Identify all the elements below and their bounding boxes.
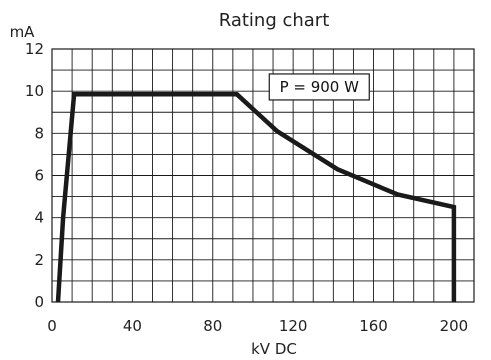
- power-annotation-text: P = 900 W: [280, 78, 360, 96]
- x-tick-label: 40: [123, 317, 142, 335]
- y-tick-label: 4: [34, 209, 44, 227]
- y-axis-label: mA: [10, 23, 36, 41]
- y-tick-label: 8: [34, 124, 44, 142]
- y-tick-label: 6: [34, 167, 44, 185]
- power-annotation: P = 900 W: [268, 73, 370, 101]
- y-tick-labels: 0 2 4 6 8 10 12: [25, 40, 44, 311]
- chart-title: Rating chart: [219, 10, 330, 31]
- power-annotation-box: [268, 73, 370, 101]
- y-tick-label: 12: [25, 40, 44, 58]
- x-tick-label: 80: [203, 317, 222, 335]
- x-axis-label: kV DC: [251, 340, 297, 358]
- x-tick-label: 200: [440, 317, 469, 335]
- x-tick-label: 0: [47, 317, 57, 335]
- x-tick-label: 120: [279, 317, 308, 335]
- y-tick-label: 0: [34, 293, 44, 311]
- y-tick-label: 10: [25, 82, 44, 100]
- plot-frame: [51, 48, 475, 303]
- x-tick-labels: 0 40 80 120 160 200: [47, 317, 468, 335]
- rating-curve-line: [55, 92, 457, 303]
- grid: [51, 48, 475, 303]
- x-tick-label: 160: [359, 317, 388, 335]
- y-tick-label: 2: [34, 251, 44, 269]
